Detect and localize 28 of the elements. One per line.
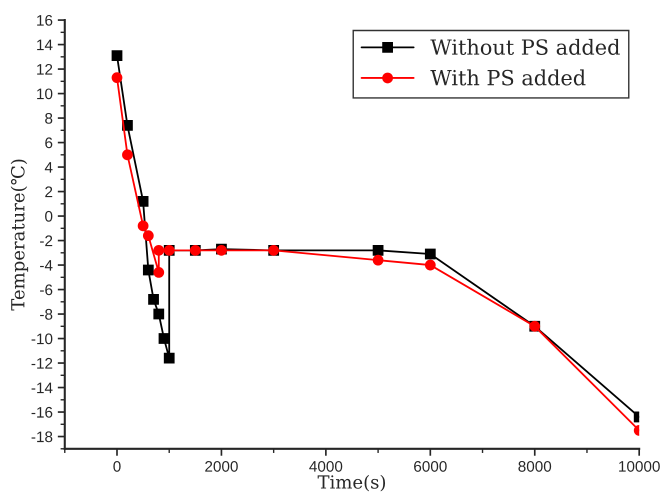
y-tick-label: -8 (40, 308, 52, 320)
x-tick-label: 2000 (205, 460, 238, 472)
y-tick-label: 6 (45, 137, 52, 148)
y-tick-label: -2 (40, 235, 52, 246)
y-tick-label: 14 (37, 40, 53, 50)
x-tick-label: 4000 (309, 460, 342, 472)
y-axis-title: Temperature(℃) (10, 160, 28, 311)
legend-label: Without PS added (430, 38, 620, 55)
legend-label: With PS added (430, 69, 586, 86)
y-tick-label: -18 (32, 431, 52, 442)
y-tick-label: -14 (32, 382, 53, 394)
y-tick-label: 10 (37, 88, 52, 100)
x-tick-label: 6000 (414, 460, 447, 472)
y-tick-label: -10 (32, 333, 52, 344)
x-tick-label: 10000 (619, 460, 660, 472)
y-tick-label: 12 (37, 64, 52, 75)
y-tick-label: -4 (40, 260, 53, 271)
y-tick-label: -12 (32, 358, 52, 369)
y-tick-label: 16 (37, 14, 52, 26)
y-tick-label: 8 (45, 112, 52, 124)
x-tick-label: 0 (113, 460, 121, 472)
x-axis-title: Time(s) (318, 474, 386, 492)
y-tick-label: 4 (44, 162, 53, 173)
y-tick-label: -16 (32, 406, 52, 418)
y-tick-label: 0 (45, 210, 52, 222)
y-tick-label: 2 (45, 186, 52, 198)
y-tick-label: -6 (40, 284, 52, 296)
x-tick-label: 8000 (518, 460, 552, 472)
